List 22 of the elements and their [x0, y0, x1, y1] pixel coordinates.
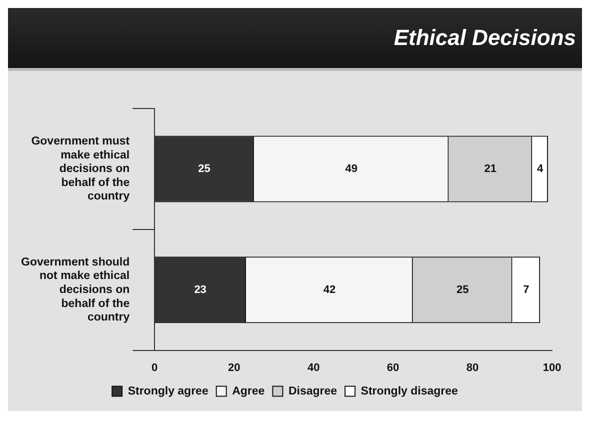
legend-label: Disagree [288, 385, 338, 398]
legend-label: Strongly agree [128, 385, 208, 398]
x-tick-label: 80 [466, 362, 479, 374]
y-tick-label: Government must make ethical decisions on behalf of the country [31, 136, 130, 203]
y-tick-label: Government should not make ethical decisions on behalf of the country [20, 256, 130, 324]
legend-label: Strongly disagree [360, 385, 458, 398]
data-label: 25 [198, 162, 210, 175]
data-label: 49 [345, 162, 358, 175]
data-label: 7 [523, 284, 530, 296]
x-tick-label: 40 [307, 362, 320, 374]
chart-title: Ethical Decisions [394, 25, 576, 51]
data-label: 42 [323, 284, 336, 296]
x-tick-label: 60 [386, 362, 400, 374]
x-tick-label: 20 [228, 362, 240, 374]
data-label: 23 [194, 284, 206, 296]
header-banner: Ethical Decisions [8, 8, 582, 71]
data-label: 21 [484, 162, 497, 175]
data-label: 4 [537, 162, 544, 175]
legend-label: Agree [232, 385, 265, 398]
data-label: 25 [456, 284, 469, 296]
x-tick-label: 0 [152, 362, 158, 374]
x-tick-label: 100 [542, 362, 562, 374]
